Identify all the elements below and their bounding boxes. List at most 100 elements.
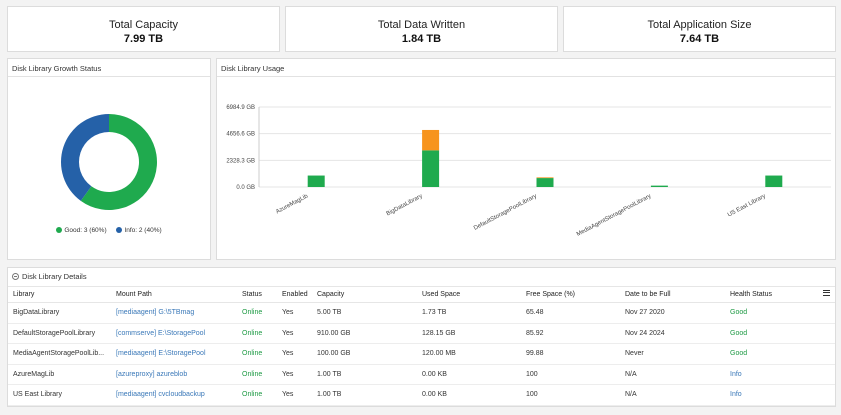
donut-slice-good[interactable] (80, 114, 158, 210)
column-header[interactable]: Status (237, 286, 277, 303)
legend-item-info[interactable]: Info: 2 (40%) (116, 227, 162, 234)
details-panel: Disk Library Details Library Mount Path … (7, 267, 836, 407)
cell-mount-path-link[interactable]: [mediaagent] cvcloudbackup (111, 384, 237, 406)
cell-enabled: Yes (277, 323, 312, 344)
cell-health-status: Good (725, 302, 835, 324)
kpi-label: Total Data Written (377, 19, 466, 31)
x-tick-label: MediaAgentStoragePoolLibrary (576, 193, 652, 237)
bar-defaultstoragepoollibrary-segment-0[interactable] (536, 178, 554, 187)
cell-library: US East Library (8, 384, 111, 406)
cell-status: Online (237, 302, 277, 324)
cell-mount-path-link[interactable]: [commserve] E:\StoragePool (111, 323, 237, 344)
bar-defaultstoragepoollibrary-segment-1[interactable] (536, 177, 554, 179)
bar-us-east-library-segment-0[interactable] (765, 175, 783, 187)
column-header[interactable]: Mount Path (111, 286, 237, 303)
cell-date-full: Never (620, 343, 725, 365)
cell-capacity: 1.00 TB (312, 364, 417, 385)
kpi-label: Total Application Size (647, 19, 752, 31)
cell-enabled: Yes (277, 302, 312, 324)
panel-title: Disk Library Usage (221, 64, 285, 73)
cell-enabled: Yes (277, 343, 312, 365)
cell-capacity: 1.00 TB (312, 384, 417, 406)
y-tick-label: 4656.6 GB (226, 132, 255, 138)
legend-label: Good: 3 (60%) (64, 227, 107, 234)
cell-free-space: 85.92 (521, 323, 620, 344)
cell-health-status: Info (725, 364, 835, 385)
bar-azuremaglib-segment-0[interactable] (307, 175, 325, 187)
y-tick-label: 2328.3 GB (226, 158, 255, 164)
kpi-total-application-size: Total Application Size 7.64 TB (563, 6, 836, 52)
column-header[interactable]: Library (8, 286, 111, 303)
cell-capacity: 5.00 TB (312, 302, 417, 324)
kpi-total-data-written: Total Data Written 1.84 TB (285, 6, 558, 52)
cell-used-space: 120.00 MB (417, 343, 521, 365)
kpi-total-capacity: Total Capacity 7.99 TB (7, 6, 280, 52)
divider (217, 76, 835, 77)
kpi-value: 1.84 TB (401, 33, 442, 45)
cell-library: DefaultStoragePoolLibrary (8, 323, 111, 344)
cell-enabled: Yes (277, 384, 312, 406)
cell-library: BigDataLibrary (8, 302, 111, 324)
bar-bigdatalibrary-segment-1[interactable] (422, 129, 440, 151)
cell-free-space: 100 (521, 384, 620, 406)
table-row[interactable]: DefaultStoragePoolLibrary [commserve] E:… (8, 323, 835, 344)
cell-mount-path-link[interactable]: [azureproxy] azureblob (111, 364, 237, 385)
cell-free-space: 99.88 (521, 343, 620, 365)
column-header[interactable]: Free Space (%) (521, 286, 620, 303)
x-tick-label: BigDataLibrary (386, 193, 424, 217)
cell-used-space: 0.00 KB (417, 384, 521, 406)
cell-health-status: Good (725, 323, 835, 344)
kpi-label: Total Capacity (108, 19, 179, 31)
cell-date-full: Nov 24 2024 (620, 323, 725, 344)
y-tick-label: 6984.9 GB (226, 105, 255, 111)
column-header[interactable]: Capacity (312, 286, 417, 303)
details-table: Library Mount Path Status Enabled Capaci… (8, 286, 835, 406)
legend-label: Info: 2 (40%) (124, 227, 162, 234)
details-header[interactable]: Disk Library Details (12, 272, 87, 281)
cell-library: AzureMagLib (8, 364, 111, 385)
cell-date-full: Nov 27 2020 (620, 302, 725, 324)
cell-date-full: N/A (620, 384, 725, 406)
legend-swatch (116, 227, 123, 233)
minus-circle-icon[interactable] (12, 273, 19, 280)
cell-free-space: 100 (521, 364, 620, 385)
cell-status: Online (237, 384, 277, 406)
column-header[interactable]: Health Status (725, 286, 835, 303)
legend-item-good[interactable]: Good: 3 (60%) (56, 227, 107, 234)
details-title: Disk Library Details (22, 272, 87, 281)
cell-mount-path-link[interactable]: [mediaagent] G:\5TBmag (111, 302, 237, 324)
divider (8, 76, 210, 77)
usage-panel: Disk Library Usage 6984.9 GB 4656.6 GB 232… (216, 58, 836, 260)
table-row[interactable]: US East Library [mediaagent] cvcloudback… (8, 384, 835, 406)
bar-mediaagentstoragepoollibrary-segment-0[interactable] (650, 185, 668, 187)
cell-capacity: 910.00 GB (312, 323, 417, 344)
donut-chart (61, 114, 158, 210)
cell-capacity: 100.00 GB (312, 343, 417, 365)
donut-slice-info[interactable] (61, 114, 109, 201)
cell-health-status: Good (725, 343, 835, 365)
cell-enabled: Yes (277, 364, 312, 385)
cell-status: Online (237, 323, 277, 344)
kpi-value: 7.99 TB (123, 33, 164, 45)
x-tick-label: AzureMagLib (275, 193, 310, 215)
legend-swatch (56, 227, 63, 233)
x-tick-label: DefaultStoragePoolLibrary (473, 193, 538, 231)
y-tick-label: 0.0 GB (236, 185, 255, 191)
chart-legend: Good: 3 (60%) Info: 2 (40%) (8, 227, 210, 234)
column-header[interactable]: Date to be Full (620, 286, 725, 303)
cell-status: Online (237, 343, 277, 365)
cell-status: Online (237, 364, 277, 385)
usage-bar-chart: 6984.9 GB 4656.6 GB 2328.3 GB 0.0 GB AzureMa… (226, 105, 831, 238)
bar-bigdatalibrary-segment-0[interactable] (422, 150, 440, 187)
table-row[interactable]: MediaAgentStoragePoolLib... [mediaagent]… (8, 343, 835, 365)
cell-used-space: 1.73 TB (417, 302, 521, 324)
column-header[interactable]: Used Space (417, 286, 521, 303)
cell-free-space: 65.48 (521, 302, 620, 324)
table-row[interactable]: BigDataLibrary [mediaagent] G:\5TBmag On… (8, 302, 835, 324)
cell-mount-path-link[interactable]: [mediaagent] E:\StoragePool (111, 343, 237, 365)
panel-title: Disk Library Growth Status (12, 64, 102, 73)
column-header[interactable]: Enabled (277, 286, 312, 303)
table-row[interactable]: AzureMagLib [azureproxy] azureblob Onlin… (8, 364, 835, 385)
x-tick-label: US East Library (727, 193, 767, 218)
